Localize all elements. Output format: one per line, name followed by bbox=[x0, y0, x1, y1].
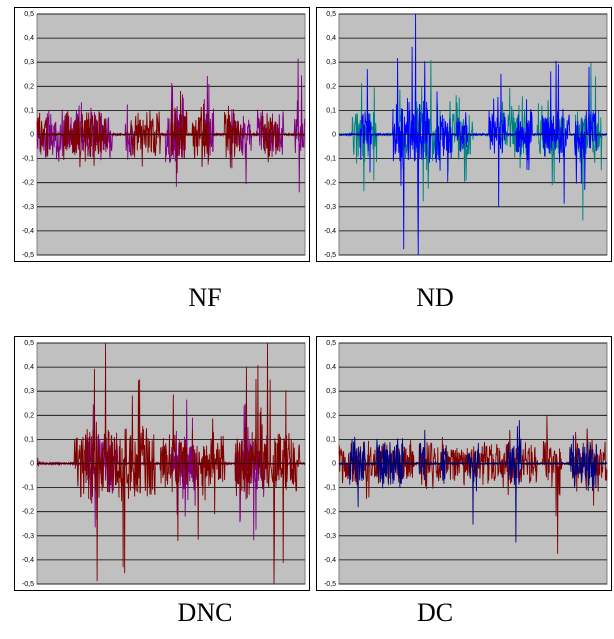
y-tick-label: 0,1 bbox=[24, 107, 34, 114]
y-tick-label: -0,4 bbox=[324, 228, 336, 235]
chart-panel-dnc: 0,5 0,4 0,3 0,2 0,1 0 -0,1 -0,2 -0,3 -0,4 -0,5 bbox=[14, 336, 310, 591]
y-tick-label: -0,2 bbox=[324, 509, 336, 516]
y-tick-label: 0,3 bbox=[24, 59, 34, 66]
y-tick-label: 0,2 bbox=[326, 83, 336, 90]
y-tick-label: 0,5 bbox=[24, 340, 34, 347]
chart-panel-dc: 0,5 0,4 0,3 0,2 0,1 0 -0,1 -0,2 -0,3 -0,4 -0,5 bbox=[316, 336, 612, 591]
y-tick-label: 0,3 bbox=[24, 388, 34, 395]
y-tick-label: -0,3 bbox=[324, 533, 336, 540]
y-tick-label: 0,5 bbox=[24, 11, 34, 18]
y-tick-label: 0,4 bbox=[326, 35, 336, 42]
y-tick-label: 0,3 bbox=[326, 59, 336, 66]
y-tick-label: -0,5 bbox=[324, 252, 336, 259]
caption-dc: DC bbox=[416, 598, 454, 627]
y-tick-label: 0,2 bbox=[326, 412, 336, 419]
series-line bbox=[338, 13, 608, 256]
y-tick-label: 0,5 bbox=[326, 11, 336, 18]
y-tick-label: -0,3 bbox=[22, 204, 34, 211]
y-tick-label: 0 bbox=[332, 461, 336, 468]
y-tick-label: -0,1 bbox=[324, 156, 336, 163]
chart-panel-nd: 0,5 0,4 0,3 0,2 0,1 0 -0,1 -0,2 -0,3 -0,4 -0,5 bbox=[316, 7, 612, 262]
y-tick-label: -0,4 bbox=[22, 228, 34, 235]
series-line bbox=[338, 420, 608, 543]
y-tick-label: 0,4 bbox=[24, 364, 34, 371]
y-tick-label: 0,1 bbox=[326, 107, 336, 114]
y-tick-label: -0,2 bbox=[22, 180, 34, 187]
y-tick-label: -0,3 bbox=[324, 204, 336, 211]
y-tick-label: 0,5 bbox=[326, 340, 336, 347]
chart-svg-dc: 0,5 0,4 0,3 0,2 0,1 0 -0,1 -0,2 -0,3 -0,4 -0,5 bbox=[324, 340, 608, 588]
caption-nd: ND bbox=[416, 283, 454, 312]
y-tick-label: 0,1 bbox=[24, 436, 34, 443]
y-tick-label: 0 bbox=[332, 132, 336, 139]
y-tick-label: -0,1 bbox=[22, 156, 34, 163]
y-tick-label: 0,2 bbox=[24, 412, 34, 419]
y-tick-label: 0,4 bbox=[326, 364, 336, 371]
chart-svg-dnc: 0,5 0,4 0,3 0,2 0,1 0 -0,1 -0,2 -0,3 -0,4 -0,5 bbox=[22, 340, 306, 588]
y-tick-label: -0,2 bbox=[22, 509, 34, 516]
y-tick-label: -0,5 bbox=[324, 581, 336, 588]
caption-nf: NF bbox=[188, 283, 222, 312]
y-tick-label: 0,2 bbox=[24, 83, 34, 90]
chart-svg-nd: 0,5 0,4 0,3 0,2 0,1 0 -0,1 -0,2 -0,3 -0,4 -0,5 bbox=[324, 11, 608, 259]
y-tick-label: -0,2 bbox=[324, 180, 336, 187]
y-tick-label: 0,1 bbox=[326, 436, 336, 443]
y-tick-label: 0,4 bbox=[24, 35, 34, 42]
y-tick-label: -0,4 bbox=[22, 557, 34, 564]
chart-svg-nf: 0,5 0,4 0,3 0,2 0,1 0 -0,1 -0,2 -0,3 -0,4 -0,5 bbox=[22, 11, 306, 259]
y-tick-label: 0 bbox=[30, 461, 34, 468]
y-tick-label: -0,3 bbox=[22, 533, 34, 540]
series-line bbox=[36, 342, 306, 585]
y-tick-label: -0,1 bbox=[22, 485, 34, 492]
caption-dnc: DNC bbox=[177, 598, 233, 627]
y-tick-label: -0,5 bbox=[22, 252, 34, 259]
chart-panel-nf: 0,5 0,4 0,3 0,2 0,1 0 -0,1 -0,2 -0,3 -0,4 -0,5 bbox=[14, 7, 310, 262]
y-tick-label: -0,5 bbox=[22, 581, 34, 588]
y-tick-label: 0 bbox=[30, 132, 34, 139]
y-tick-label: -0,4 bbox=[324, 557, 336, 564]
y-tick-label: 0,3 bbox=[326, 388, 336, 395]
y-tick-label: -0,1 bbox=[324, 485, 336, 492]
